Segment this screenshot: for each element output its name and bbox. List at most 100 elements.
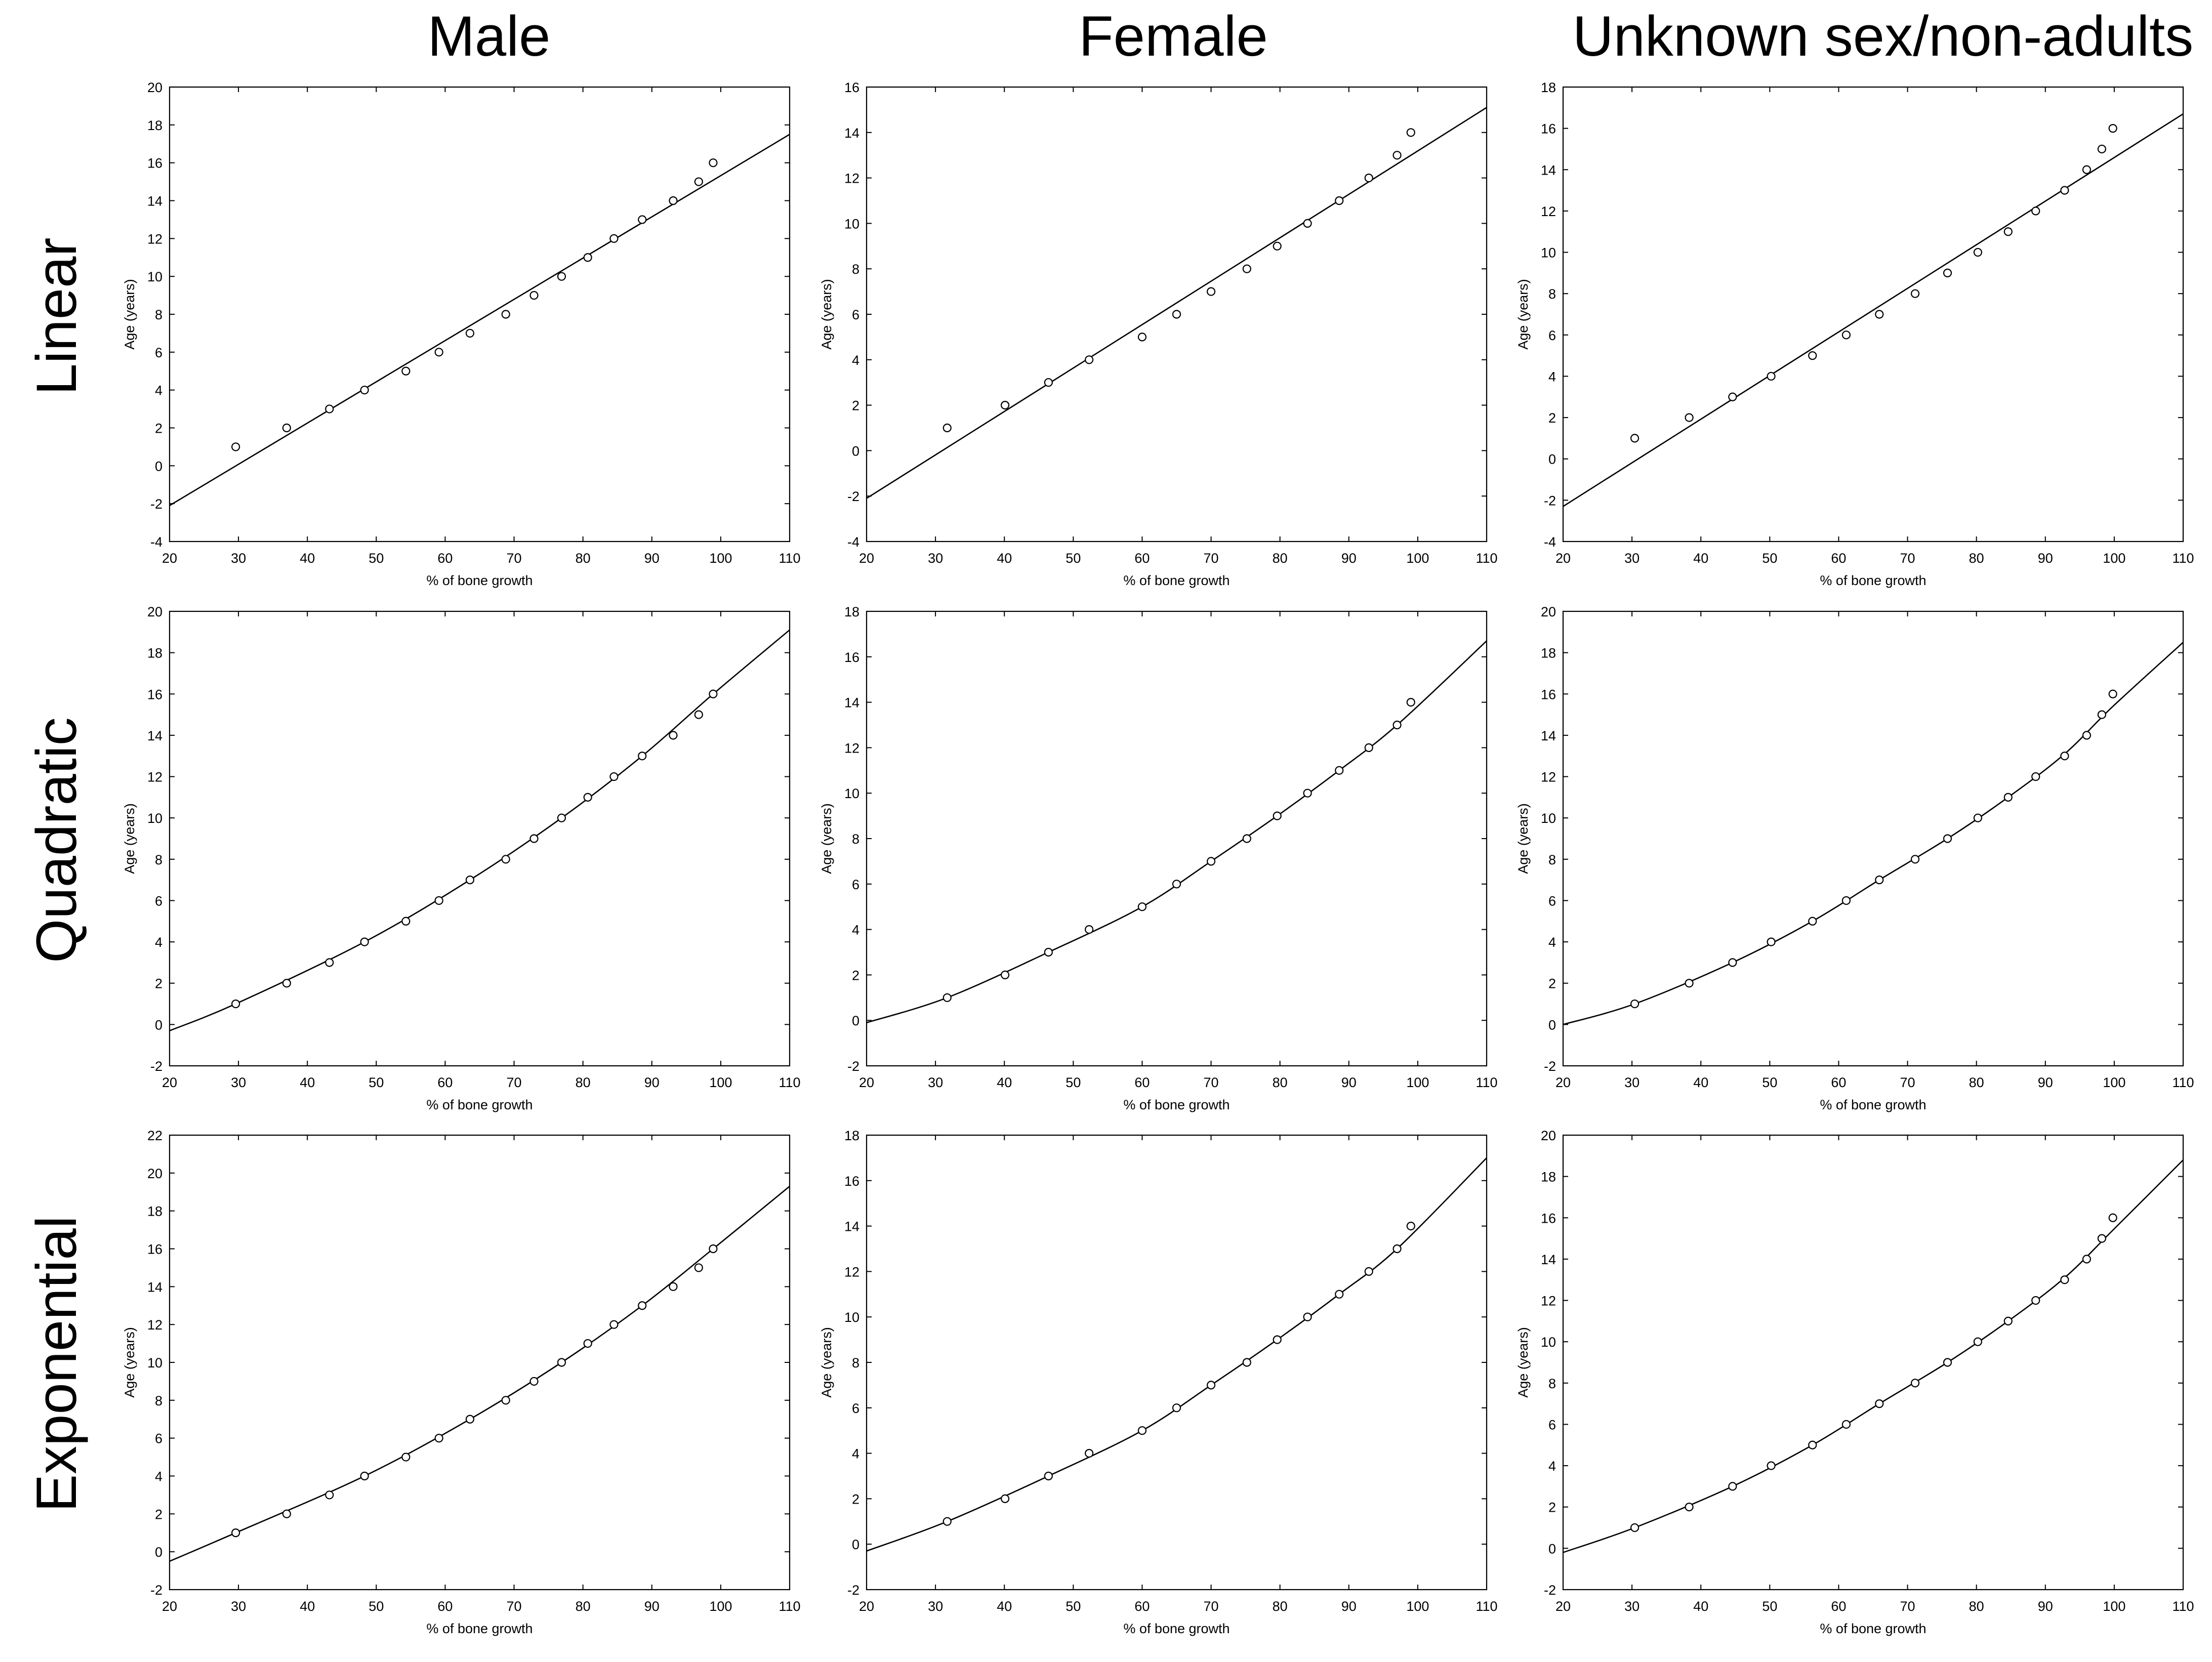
scatter-panel: 20 30 40 50 60 70 80 90 100 110 -4 -2 0 2 4 6 8 10 12 14 16%… (819, 80, 1498, 588)
data-point (609, 772, 619, 781)
data-point (2097, 1234, 2106, 1243)
x-tick-label: 100 (2103, 1075, 2125, 1090)
data-point (1910, 855, 1920, 864)
y-tick-label: 12 (844, 740, 859, 756)
y-tick-label: 14 (147, 1279, 162, 1295)
data-point (1630, 999, 1640, 1009)
data-point (1172, 1403, 1181, 1412)
y-tick-label: 16 (147, 687, 162, 702)
data-point (709, 1244, 718, 1254)
plot-frame (1562, 86, 2184, 543)
plot-frame (866, 1134, 1488, 1591)
data-point (1137, 333, 1147, 342)
x-tick-label: 60 (1134, 551, 1150, 566)
x-axis-label: % of bone growth (1820, 1621, 1926, 1636)
data-point (231, 1528, 240, 1538)
data-point (2108, 124, 2117, 133)
data-point (1335, 766, 1344, 775)
data-point (943, 423, 952, 433)
x-tick-label: 50 (368, 1599, 384, 1614)
data-point (1875, 1399, 1884, 1408)
plot-frame (1562, 1134, 2184, 1591)
y-tick-label: -2 (847, 1059, 859, 1074)
data-point (1273, 241, 1282, 251)
scatter-panel: 20 30 40 50 60 70 80 90 100 110 -2 0 2 4 6 8 10 12 14 16 18 2… (1515, 604, 2194, 1112)
data-point (282, 423, 291, 433)
x-tick-label: 80 (1273, 1075, 1288, 1090)
y-tick-label: 18 (147, 118, 162, 133)
x-tick-label: 100 (709, 1599, 732, 1614)
y-tick-label: 16 (1541, 687, 1556, 702)
data-point (1728, 958, 1737, 967)
x-tick-label: 60 (1831, 1075, 1846, 1090)
y-tick-label: -4 (1544, 534, 1556, 550)
data-point (1335, 1290, 1344, 1299)
data-point (1406, 697, 1415, 707)
y-tick-label: 10 (844, 1310, 859, 1325)
y-tick-label: 16 (844, 650, 859, 665)
y-tick-label: 6 (1548, 1417, 1556, 1432)
y-tick-label: -2 (1544, 1583, 1556, 1598)
x-tick-label: 90 (644, 1075, 660, 1090)
data-point (1242, 264, 1251, 273)
data-point (2082, 165, 2092, 174)
data-point (282, 1509, 291, 1518)
y-tick-label: 6 (852, 1401, 859, 1416)
data-point (231, 442, 240, 451)
data-point (583, 1339, 592, 1348)
y-tick-label: 14 (844, 126, 859, 141)
x-tick-label: 100 (1406, 1599, 1429, 1614)
data-point (1000, 400, 1010, 410)
x-axis-label: % of bone growth (426, 1097, 532, 1112)
row-label: Quadratic (25, 717, 88, 963)
x-tick-label: 40 (300, 551, 315, 566)
y-axis-label: Age (years) (122, 803, 137, 874)
x-tick-label: 30 (1624, 1599, 1640, 1614)
y-tick-label: 16 (147, 156, 162, 171)
x-tick-label: 80 (576, 551, 591, 566)
y-tick-label: 14 (1541, 1252, 1556, 1267)
data-point (557, 1358, 566, 1367)
data-point (1630, 434, 1640, 443)
data-point (1943, 268, 1952, 277)
y-tick-label: 12 (844, 171, 859, 186)
x-tick-label: 20 (162, 551, 177, 566)
x-axis-label: % of bone growth (1820, 573, 1926, 588)
x-tick-label: 50 (1762, 1075, 1777, 1090)
x-tick-label: 30 (1624, 1075, 1640, 1090)
data-point (1085, 925, 1094, 934)
x-tick-label: 110 (2172, 1599, 2194, 1614)
y-tick-label: 18 (1541, 646, 1556, 661)
y-axis-label: Age (years) (819, 803, 834, 874)
y-tick-label: -2 (150, 1583, 162, 1598)
y-tick-label: 18 (147, 646, 162, 661)
data-point (638, 1301, 647, 1310)
x-tick-label: 50 (1066, 551, 1081, 566)
x-tick-label: 40 (300, 1075, 315, 1090)
data-point (1767, 1461, 1776, 1470)
data-point (1685, 1503, 1694, 1512)
data-point (709, 158, 718, 168)
data-point (1841, 1420, 1851, 1429)
y-tick-label: 10 (844, 216, 859, 231)
y-tick-label: 14 (147, 728, 162, 743)
y-tick-label: 8 (155, 852, 162, 867)
data-point (465, 1415, 475, 1424)
plot-frame (169, 1134, 791, 1591)
data-point (1335, 196, 1344, 205)
x-tick-label: 20 (162, 1599, 177, 1614)
x-tick-label: 90 (644, 551, 660, 566)
data-point (1303, 788, 1312, 798)
y-tick-label: 16 (844, 80, 859, 95)
data-point (638, 752, 647, 761)
x-axis-label: % of bone growth (1123, 573, 1230, 588)
data-point (1044, 378, 1053, 387)
data-point (669, 731, 678, 740)
data-point (609, 1320, 619, 1329)
y-tick-label: 8 (155, 1393, 162, 1408)
x-tick-label: 50 (368, 551, 384, 566)
y-tick-label: 6 (852, 307, 859, 322)
x-tick-label: 50 (1762, 551, 1777, 566)
y-tick-label: -2 (847, 489, 859, 504)
